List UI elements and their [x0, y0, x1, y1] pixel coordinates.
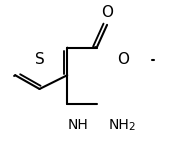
- Text: 2: 2: [129, 122, 135, 132]
- Text: O: O: [117, 52, 129, 68]
- Text: O: O: [101, 5, 113, 20]
- Text: S: S: [35, 52, 44, 68]
- Text: NH: NH: [67, 118, 88, 132]
- Text: NH: NH: [109, 118, 130, 132]
